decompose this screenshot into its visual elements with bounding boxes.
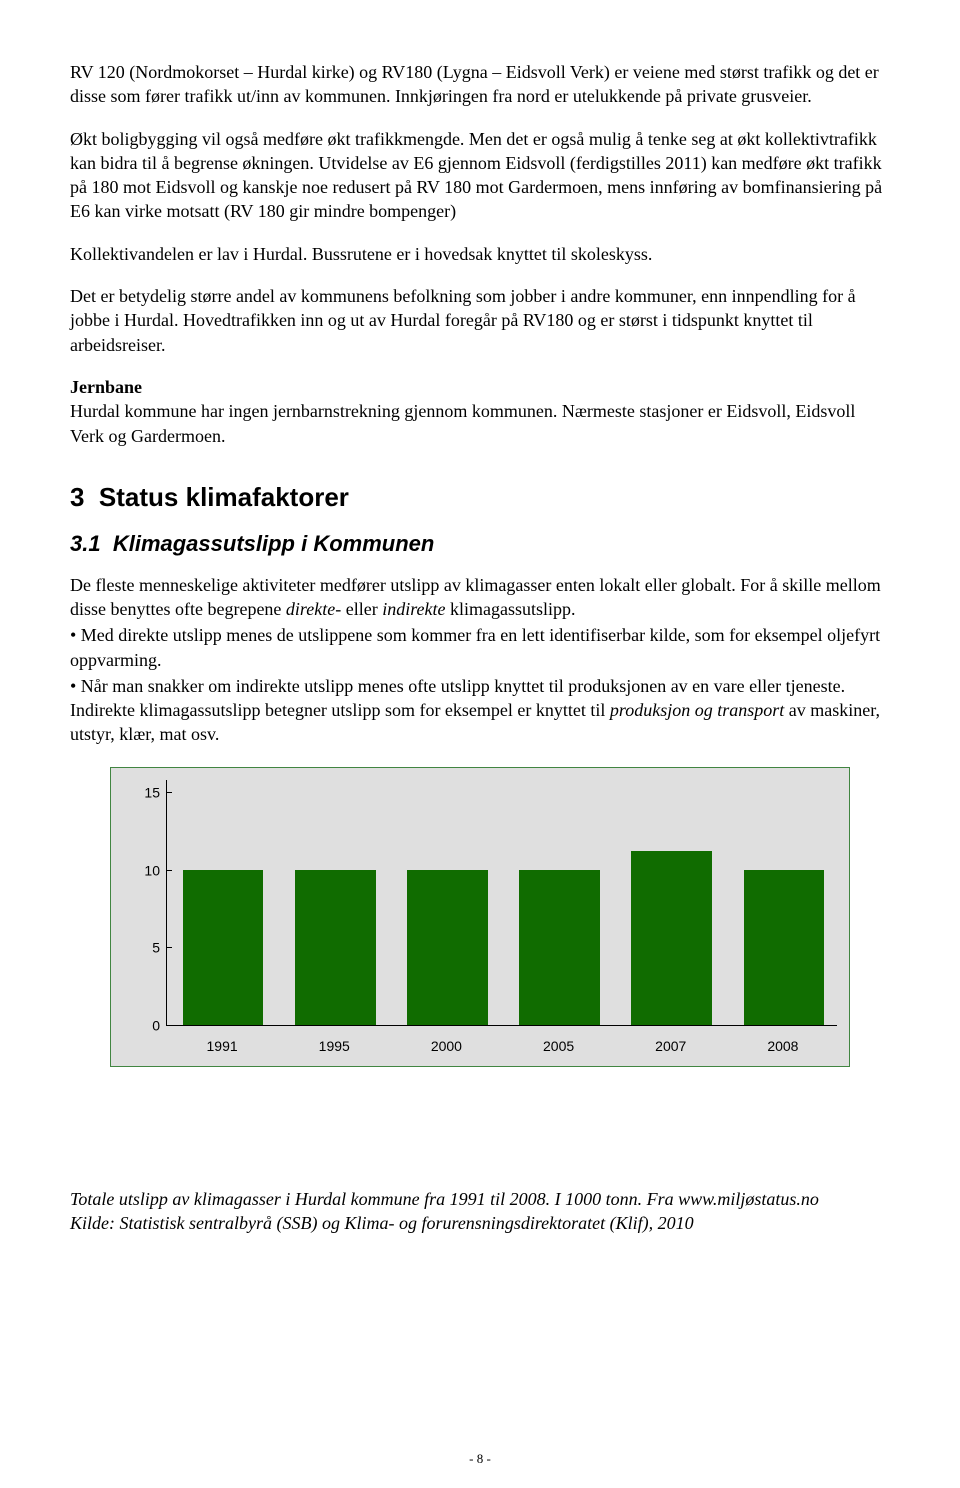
caption-line-1: Totale utslipp av klimagasser i Hurdal k…	[70, 1189, 819, 1209]
jernbane-heading: Jernbane	[70, 377, 142, 397]
bullet-2: • Når man snakker om indirekte utslipp m…	[70, 674, 890, 747]
caption-line-2: Kilde: Statistisk sentralbyrå (SSB) og K…	[70, 1213, 694, 1233]
bar	[631, 851, 712, 1025]
y-tick-mark	[166, 1025, 172, 1026]
y-tick-label: 5	[111, 939, 166, 958]
x-tick-label: 2008	[767, 1037, 798, 1056]
y-tick-mark	[166, 792, 172, 793]
paragraph: Kollektivandelen er lav i Hurdal. Bussru…	[70, 242, 890, 266]
y-tick-label: 15	[111, 784, 166, 803]
x-tick-label: 2007	[655, 1037, 686, 1056]
y-tick-label: 10	[111, 861, 166, 880]
chart-container: 0 5 10 15 1991 1995 2000 2005 2007 2008	[110, 767, 850, 1067]
paragraph-jernbane: Jernbane Hurdal kommune har ingen jernba…	[70, 375, 890, 448]
paragraph: RV 120 (Nordmokorset – Hurdal kirke) og …	[70, 60, 890, 109]
x-tick-label: 1991	[207, 1037, 238, 1056]
intro-paragraph: De fleste menneskelige aktiviteter medfø…	[70, 573, 890, 622]
bar	[407, 870, 488, 1025]
y-tick-mark	[166, 947, 172, 948]
subsection-number: 3.1	[70, 531, 101, 556]
jernbane-text: Hurdal kommune har ingen jernbarnstrekni…	[70, 401, 855, 445]
x-tick-label: 2005	[543, 1037, 574, 1056]
section-title: Status klimafaktorer	[99, 482, 349, 512]
term-direkte: direkte-	[286, 599, 341, 619]
bar-chart: 0 5 10 15 1991 1995 2000 2005 2007 2008	[110, 767, 850, 1067]
plot-area	[166, 780, 837, 1026]
bar	[183, 870, 264, 1025]
intro-or: eller	[341, 599, 382, 619]
section-number: 3	[70, 482, 84, 512]
subsection-title: Klimagassutslipp i Kommunen	[113, 531, 435, 556]
x-tick-label: 1995	[319, 1037, 350, 1056]
bar	[295, 870, 376, 1025]
paragraph: Det er betydelig større andel av kommune…	[70, 284, 890, 357]
term-indirekte: indirekte	[382, 599, 445, 619]
intro-text-b: klimagassutslipp.	[446, 599, 576, 619]
subsection-heading: 3.1 Klimagassutslipp i Kommunen	[70, 529, 890, 559]
y-tick-mark	[166, 870, 172, 871]
bar	[519, 870, 600, 1025]
paragraph: Økt boligbygging vil også medføre økt tr…	[70, 127, 890, 224]
bullet-1: • Med direkte utslipp menes de utslippen…	[70, 623, 890, 672]
x-tick-label: 2000	[431, 1037, 462, 1056]
y-tick-label: 0	[111, 1016, 166, 1035]
section-heading: 3 Status klimafaktorer	[70, 480, 890, 515]
page-number: - 8 -	[0, 1450, 960, 1468]
chart-caption: Totale utslipp av klimagasser i Hurdal k…	[70, 1187, 890, 1236]
bullet2-em: produksjon og transport	[610, 700, 784, 720]
bar	[744, 870, 825, 1025]
